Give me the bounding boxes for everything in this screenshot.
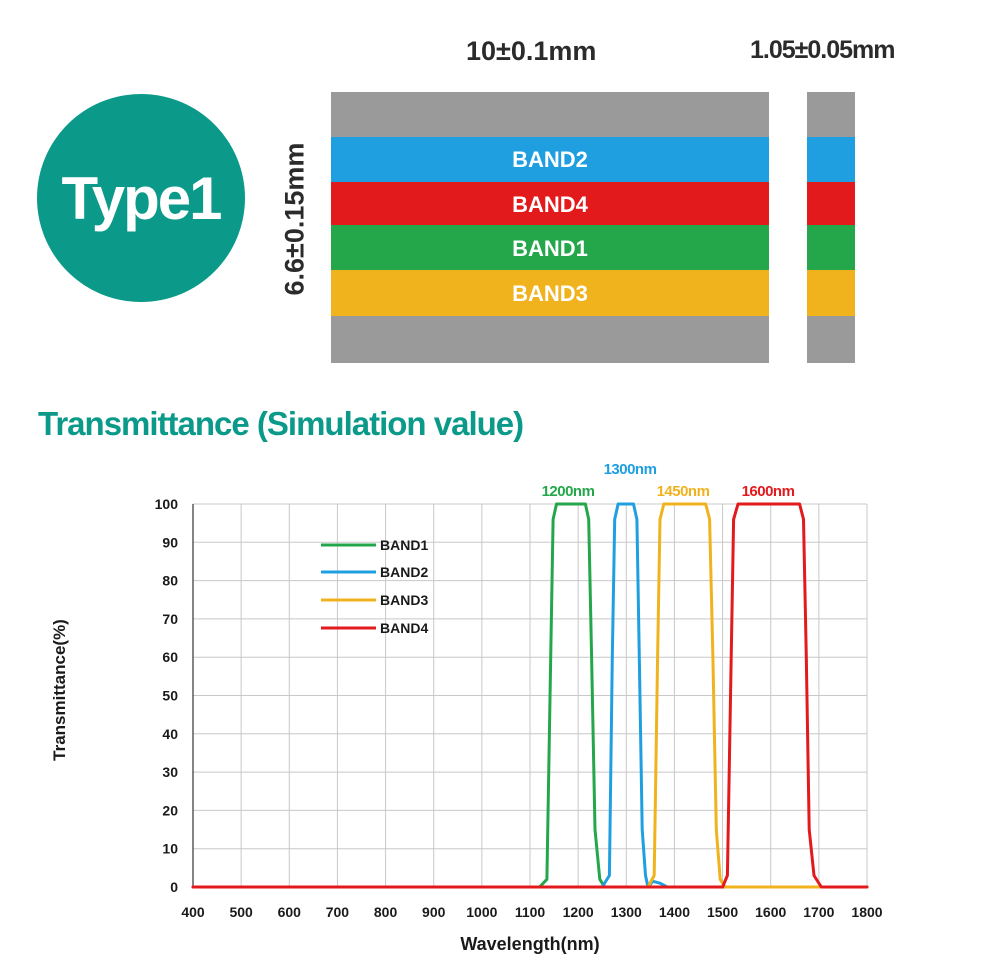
band-stripe-label: BAND1 [512,236,588,261]
band-stripe-label: BAND2 [512,147,588,172]
y-tick-label: 90 [162,534,178,550]
edge-stripe [807,225,855,270]
edge-stripe [807,137,855,182]
x-tick-label: 600 [278,904,302,920]
x-tick-label: 1800 [851,904,882,920]
type-badge: Type1 [37,94,245,302]
band-stripe: BAND1 [331,225,769,270]
legend-label: BAND3 [380,592,428,608]
legend-label: BAND1 [380,537,428,553]
y-tick-label: 70 [162,611,178,627]
y-tick-label: 50 [162,688,178,704]
y-tick-label: 10 [162,841,178,857]
x-tick-label: 1100 [515,904,546,920]
series-line-band4 [191,502,869,889]
band-stripe: BAND3 [331,270,769,316]
peak-annotation: 1300nm [604,461,657,478]
series-line-band3 [191,502,869,889]
peak-annotation: 1200nm [542,483,595,500]
x-tick-label: 1600 [755,904,786,920]
x-tick-label: 1700 [803,904,834,920]
legend-label: BAND2 [380,564,428,580]
y-axis-label: Transmittance(%) [50,619,69,761]
band-stripe-label: BAND3 [512,281,588,306]
band-stripe: BAND2 [331,137,769,182]
series-line-band2 [191,502,869,889]
x-tick-label: 1000 [466,904,497,920]
chart-title: Transmittance (Simulation value) [38,405,524,442]
edge-stripe [807,270,855,316]
x-tick-label: 800 [374,904,398,920]
y-tick-label: 80 [162,573,178,589]
x-tick-label: 500 [229,904,253,920]
x-tick-label: 1400 [659,904,690,920]
x-tick-label: 900 [422,904,446,920]
filter-edge [807,92,855,363]
edge-stripe [807,182,855,225]
series-line-band1 [191,502,869,889]
x-tick-label: 1200 [563,904,594,920]
filter-face: BAND2 BAND4 BAND1 BAND3 [331,92,769,363]
legend-label: BAND4 [380,620,428,636]
band-stripe-label: BAND4 [512,192,588,217]
band-stripe: BAND4 [331,182,769,225]
x-tick-label: 1300 [611,904,642,920]
y-tick-label: 100 [155,496,179,512]
y-tick-label: 40 [162,726,178,742]
peak-annotation: 1450nm [657,483,710,500]
y-tick-label: 30 [162,764,178,780]
type-badge-label: Type1 [61,164,223,232]
x-tick-label: 1500 [707,904,738,920]
y-tick-label: 60 [162,649,178,665]
peak-annotation: 1600nm [742,483,795,500]
thickness-dimension: 1.05±0.05mm [750,36,895,64]
length-dimension: 10±0.1mm [466,36,597,66]
x-tick-label: 700 [326,904,350,920]
y-tick-label: 0 [170,879,178,895]
y-tick-label: 20 [162,802,178,818]
x-tick-label: 400 [181,904,205,920]
x-axis-label: Wavelength(nm) [460,934,599,954]
